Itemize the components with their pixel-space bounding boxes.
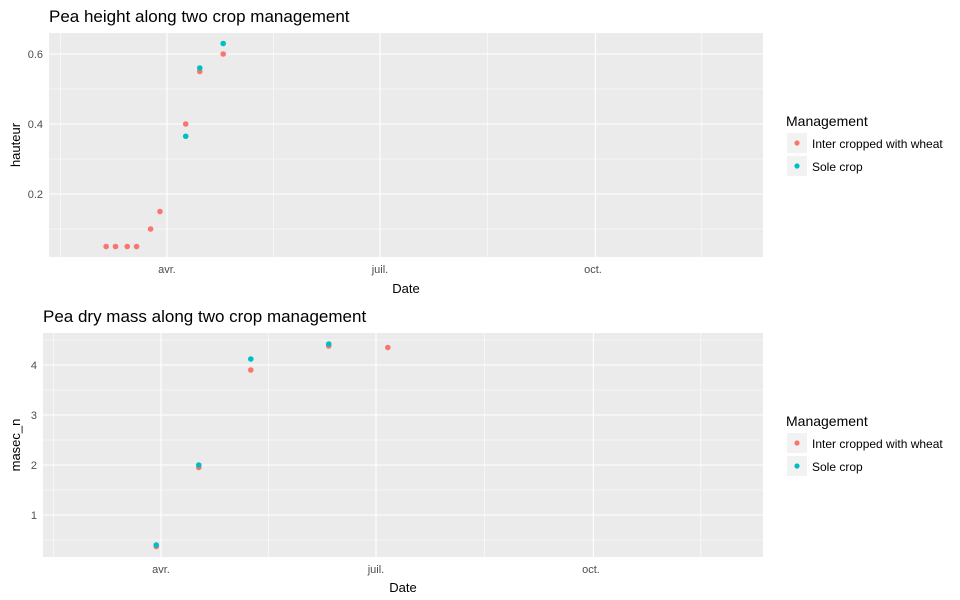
- x-tick-label: juil.: [371, 264, 389, 276]
- x-tick-label: juil.: [367, 564, 385, 576]
- data-point: [247, 367, 254, 373]
- legend-label: Sole crop: [812, 460, 863, 474]
- plot-panel: [43, 333, 763, 557]
- legend-label: Inter cropped with wheat: [812, 137, 943, 151]
- data-point: [385, 344, 391, 351]
- data-point: [157, 208, 163, 215]
- chart-title: Pea dry mass along two crop management: [43, 307, 366, 326]
- data-point: [247, 356, 254, 362]
- y-tick-label: 0.4: [28, 119, 43, 131]
- y-tick-label: 3: [31, 410, 37, 422]
- x-tick-label: oct.: [582, 564, 600, 576]
- x-tick-label: avr.: [158, 264, 176, 276]
- plot-panel: [49, 33, 763, 257]
- y-axis-label: hauteur: [8, 122, 23, 167]
- y-tick-label: 0.6: [28, 49, 43, 61]
- legend-label: Sole crop: [812, 160, 863, 174]
- y-tick-label: 1: [31, 510, 37, 522]
- legend-point: [794, 163, 800, 169]
- data-point: [153, 542, 160, 548]
- gridlines: [43, 333, 763, 557]
- y-tick-label: 4: [31, 360, 37, 372]
- legend-title: Management: [786, 113, 868, 129]
- data-point: [112, 243, 119, 250]
- data-point: [103, 243, 109, 250]
- data-point: [196, 462, 202, 468]
- legend-point: [794, 440, 800, 446]
- x-tick-label: avr.: [152, 564, 170, 576]
- chart-height: Pea height along two crop management 0.2…: [8, 7, 943, 296]
- legend: Management Inter cropped with wheat Sole…: [786, 113, 943, 176]
- gridlines: [49, 33, 763, 257]
- data-point: [133, 243, 140, 250]
- chart-dry-mass: Pea dry mass along two crop management 1…: [8, 307, 943, 595]
- legend-point: [794, 463, 800, 469]
- data-point: [220, 40, 226, 47]
- x-tick-label: oct.: [584, 264, 602, 276]
- data-point: [196, 65, 203, 71]
- data-point: [124, 243, 131, 250]
- data-points: [153, 341, 391, 550]
- legend-point: [794, 140, 800, 146]
- y-tick-label: 2: [31, 460, 37, 472]
- data-points: [103, 40, 226, 250]
- data-point: [147, 226, 154, 232]
- legend-label: Inter cropped with wheat: [812, 437, 943, 451]
- legend-title: Management: [786, 413, 868, 429]
- y-axis-label: masec_n: [8, 419, 23, 472]
- chart-title: Pea height along two crop management: [49, 7, 350, 26]
- data-point: [182, 121, 189, 127]
- y-tick-label: 0.2: [28, 189, 43, 201]
- x-axis-label: Date: [392, 281, 419, 296]
- data-point: [220, 51, 226, 57]
- legend: Management Inter cropped with wheat Sole…: [786, 413, 943, 476]
- x-axis-label: Date: [389, 580, 416, 595]
- data-point: [182, 133, 189, 140]
- data-point: [325, 341, 332, 347]
